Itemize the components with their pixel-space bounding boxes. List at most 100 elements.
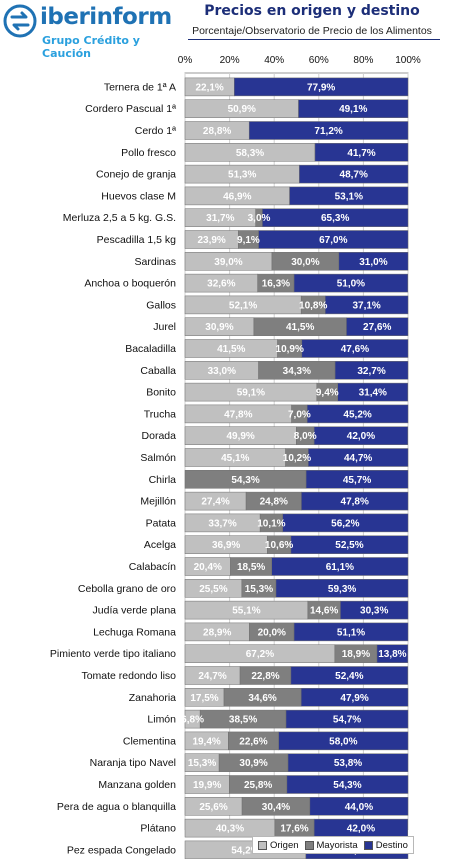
data-label: 41,7% [347,148,375,159]
legend-swatch [363,840,373,850]
data-label: 51,1% [337,627,365,638]
bar-segment-destino [234,77,409,97]
bar-segment-destino [314,143,409,162]
logo-brand-text: iberinform [40,4,172,30]
logo-arrows-icon [3,4,37,38]
data-label: 54,3% [231,475,259,486]
category-label: Pera de agua o blanquilla [57,801,176,813]
category-label: Tomate redondo liso [81,670,176,682]
bar-segment-destino [334,361,409,380]
data-label: 10,1% [257,518,285,529]
data-label: 45,2% [343,409,371,420]
data-label: 20,0% [258,627,286,638]
data-label: 67,2% [246,649,274,660]
data-label: 53,8% [334,758,362,769]
category-label: Anchoa o boquerón [84,278,176,290]
category-label: Huevos clase M [101,190,176,202]
data-label: 41,5% [286,322,314,333]
category-label: Conejo de granja [96,169,176,181]
data-label: 38,5% [229,715,257,726]
data-label: 17,6% [280,824,308,835]
bar-segment-destino [278,731,409,751]
data-label: 27,4% [201,497,229,508]
data-label: 51,3% [228,170,256,181]
data-label: 27,6% [363,322,391,333]
data-label: 30,9% [205,322,233,333]
bar-segment-destino [293,273,409,293]
data-label: 17,5% [190,693,218,704]
legend-item-destino: Destino [363,840,408,851]
data-label: 7,0% [288,409,311,420]
data-label: 10,9% [276,344,304,355]
data-label: 3,0% [248,213,271,224]
category-label: Patata [146,517,177,529]
data-label: 23,9% [197,235,225,246]
data-label: 51,0% [337,279,365,290]
data-label: 18,9% [342,649,370,660]
bar-segment-destino [289,186,409,206]
bar-segment-destino [262,208,409,227]
chart-subtitle: Porcentaje/Observatorio de Precio de los… [192,25,432,37]
category-label: Merluza 2,5 a 5 kg. G.S. [63,212,176,224]
legend-item-origen: Origen [258,840,299,851]
data-label: 16,3% [262,279,290,290]
data-label: 15,3% [245,584,273,595]
data-label: 47,8% [224,409,252,420]
data-label: 58,3% [236,148,264,159]
data-label: 18,5% [237,562,265,573]
data-label: 32,7% [357,366,385,377]
data-label: 77,9% [307,82,335,93]
data-label: 20,4% [194,562,222,573]
bar-segment-destino [305,470,409,489]
data-label: 24,7% [198,671,226,682]
bar-segment-destino [306,404,409,424]
bar-segment-destino [301,491,409,511]
data-label: 42,0% [347,824,375,835]
category-label: Plátano [140,823,176,835]
bar-segment-destino [325,295,409,315]
bar-segment-destino [286,775,409,794]
category-label: Salmón [140,452,176,464]
category-label: Caballa [140,365,176,377]
bar-segment-destino [282,513,409,533]
data-label: 24,8% [260,497,288,508]
category-label: Cerdo 1ª [135,125,176,137]
category-label: Cordero Pascual 1ª [85,103,176,115]
iberinform-logo: iberinform Grupo Crédito y Caución [3,2,178,60]
data-label: 40,3% [216,824,244,835]
bar-segment-destino [338,252,409,271]
category-label: Lechuga Romana [93,626,176,638]
category-label: Judía verde plana [93,605,177,617]
data-label: 48,7% [340,170,368,181]
data-label: 14,6% [310,606,338,617]
bar-segment-destino [337,382,409,402]
data-label: 31,7% [206,213,234,224]
data-label: 49,9% [226,431,254,442]
category-label: Pez espada Congelado [67,844,176,856]
data-label: 31,4% [359,388,387,399]
data-label: 10,6% [265,540,293,551]
data-label: 22,6% [239,736,267,747]
bar-segment-destino [301,339,409,358]
data-label: 22,8% [251,671,279,682]
data-label: 9,1% [237,235,260,246]
legend-label: Mayorista [316,839,358,851]
data-label: 59,1% [237,388,265,399]
category-label: Manzana golden [98,779,176,791]
data-label: 52,1% [229,300,257,311]
data-label: 15,3% [188,758,216,769]
bar-segment-destino [298,99,409,118]
data-label: 13,8% [378,649,406,660]
data-label: 49,1% [339,104,367,115]
data-label: 9,4% [316,388,339,399]
data-label: 53,1% [335,191,363,202]
bar-segment-destino [308,448,409,467]
category-label: Naranja tipo Navel [90,757,176,769]
category-label: Mejillón [140,496,176,508]
data-label: 34,6% [248,693,276,704]
data-label: 22,1% [195,82,223,93]
logo-tagline: Grupo Crédito y Caución [42,34,140,60]
data-label: 34,3% [283,366,311,377]
data-label: 45,1% [221,453,249,464]
